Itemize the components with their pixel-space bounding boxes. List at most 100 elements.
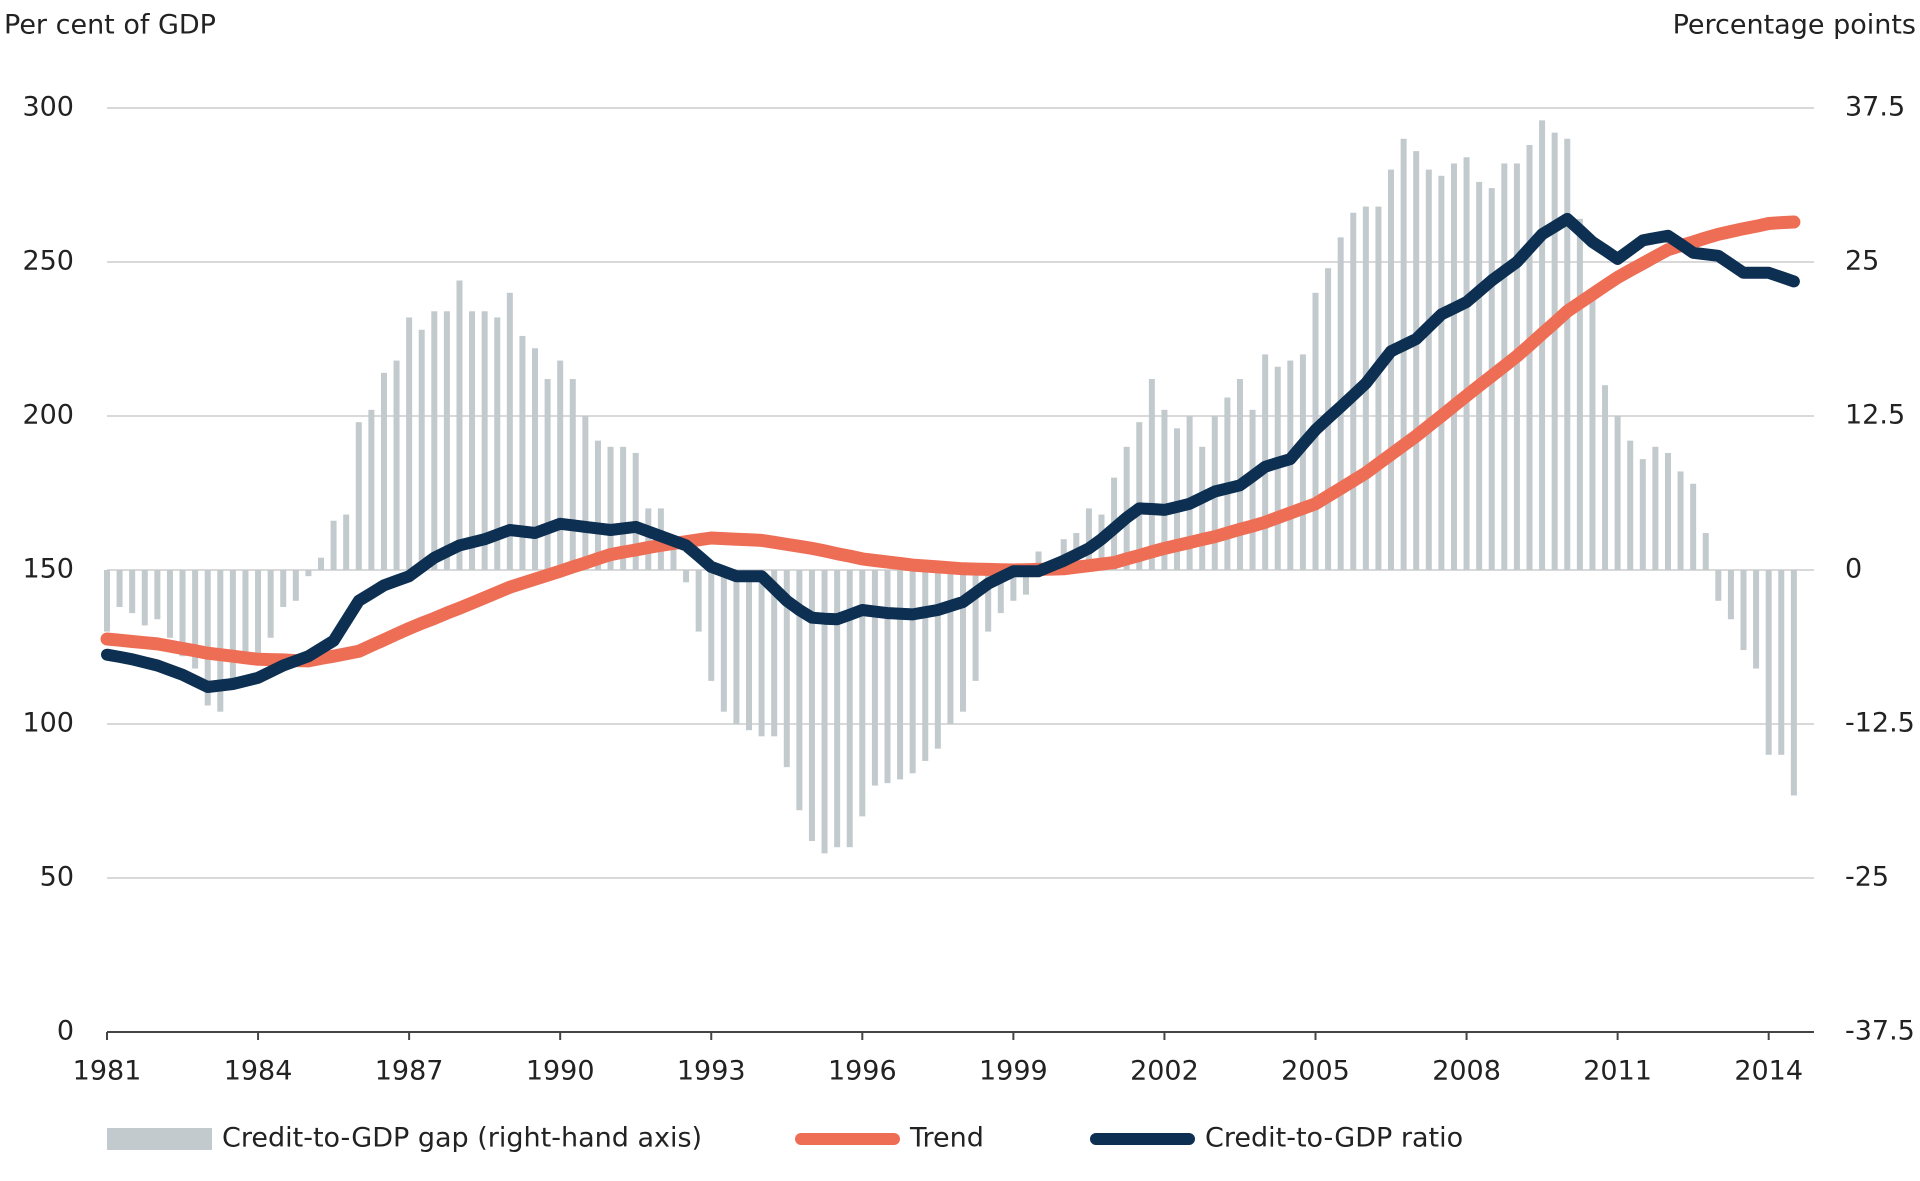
bar <box>1664 452 1671 570</box>
line <box>100 215 1801 668</box>
bar <box>1148 379 1155 570</box>
bar <box>1186 416 1193 570</box>
bar <box>771 570 778 737</box>
bar <box>292 570 299 601</box>
x-tick-label: 2014 <box>1734 1056 1803 1087</box>
bar <box>972 570 979 681</box>
bar <box>557 360 564 570</box>
bar <box>1614 416 1621 570</box>
bar <box>1589 298 1596 570</box>
legend-label: Trend <box>909 1123 984 1154</box>
y2-tick-label: 0 <box>1845 554 1862 585</box>
y-tick-label: 100 <box>22 708 74 739</box>
bar <box>116 570 123 607</box>
bar <box>1539 120 1546 570</box>
bar <box>1249 409 1256 570</box>
bar <box>808 570 815 842</box>
bar <box>1035 551 1042 570</box>
x-tick-label: 2005 <box>1281 1056 1350 1087</box>
bar <box>985 570 992 632</box>
line <box>101 212 1800 693</box>
bar <box>355 422 362 570</box>
bar <box>242 570 249 657</box>
bar <box>695 570 702 632</box>
bar <box>620 446 627 570</box>
bar <box>947 570 954 724</box>
bar <box>1740 570 1747 651</box>
bar <box>607 446 614 570</box>
bar <box>897 570 904 780</box>
y-tick-label: 300 <box>22 92 74 123</box>
x-tick-label: 1996 <box>828 1056 897 1087</box>
bar <box>1564 138 1571 571</box>
bar <box>821 570 828 854</box>
bar <box>1438 175 1445 570</box>
bar <box>582 416 589 570</box>
bar <box>1463 157 1470 570</box>
y-tick-label: 0 <box>57 1016 74 1047</box>
bar <box>154 570 161 620</box>
y-tick-label: 150 <box>22 554 74 585</box>
bar <box>1236 379 1243 570</box>
bar <box>330 520 337 570</box>
bar <box>1690 483 1697 570</box>
bar <box>1526 144 1533 570</box>
bar <box>934 570 941 749</box>
bar <box>217 570 224 712</box>
bar <box>1715 570 1722 601</box>
y-tick-label: 250 <box>22 246 74 277</box>
bar <box>179 570 186 657</box>
bar <box>846 570 853 848</box>
bar <box>267 570 274 638</box>
bar <box>733 570 740 724</box>
bar <box>129 570 136 614</box>
legend-label: Credit-to-GDP gap (right-hand axis) <box>222 1123 702 1154</box>
bar <box>670 539 677 570</box>
bar <box>909 570 916 774</box>
bar <box>481 311 488 570</box>
bar <box>1161 409 1168 570</box>
bar <box>318 557 325 570</box>
y-tick-label: 200 <box>22 400 74 431</box>
bar <box>1085 508 1092 570</box>
bar <box>280 570 287 607</box>
bar <box>834 570 841 848</box>
bar <box>1299 354 1306 570</box>
bar <box>1551 132 1558 570</box>
bar <box>343 514 350 570</box>
y2-tick-label: 25 <box>1845 246 1879 277</box>
bar <box>1727 570 1734 620</box>
bar <box>104 570 110 632</box>
bar <box>594 440 601 570</box>
bar <box>1765 570 1772 755</box>
y2-tick-label: 37.5 <box>1845 92 1905 123</box>
bar <box>1790 570 1797 796</box>
bar <box>443 311 450 570</box>
bar <box>960 570 967 712</box>
bar <box>544 379 551 570</box>
legend-swatch <box>107 1128 212 1150</box>
bar <box>418 329 425 570</box>
bar <box>1639 459 1646 570</box>
bar <box>192 570 199 669</box>
bar <box>884 570 891 784</box>
bar <box>1174 428 1181 570</box>
bar <box>1778 570 1785 755</box>
bar <box>632 452 639 570</box>
bar <box>1136 422 1143 570</box>
bar <box>645 508 652 570</box>
bar <box>922 570 929 761</box>
bar <box>204 570 211 706</box>
y2-tick-label: -12.5 <box>1845 708 1915 739</box>
bar <box>1450 163 1457 570</box>
bar <box>1476 181 1483 571</box>
bar <box>431 311 438 570</box>
bar <box>683 570 690 583</box>
bar <box>393 360 400 570</box>
bar <box>1199 446 1206 570</box>
bar <box>456 280 463 570</box>
bar <box>1425 169 1432 570</box>
bar <box>871 570 878 786</box>
bar <box>1413 151 1420 570</box>
bar <box>569 379 576 570</box>
